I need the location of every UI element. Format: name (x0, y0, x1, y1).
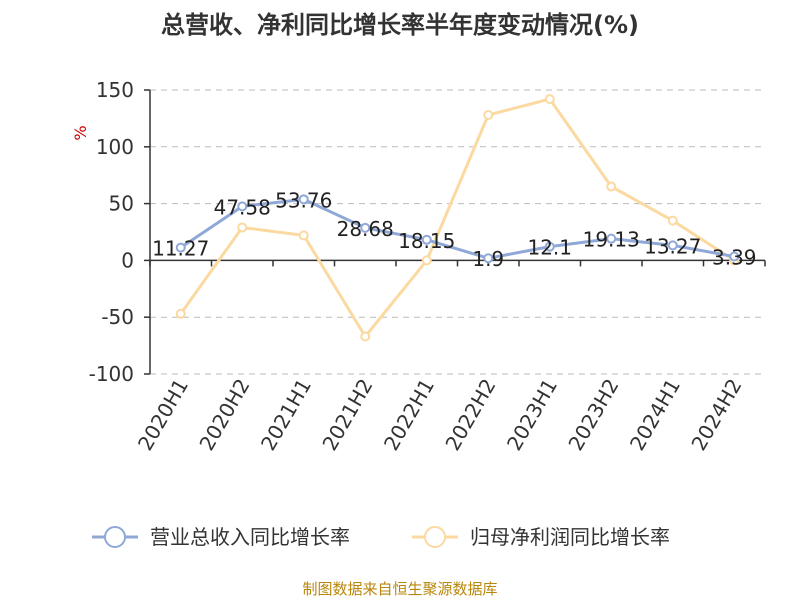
x-tick-label: 2020H1 (133, 375, 193, 455)
data-point[interactable] (483, 253, 494, 264)
data-label: 47.58 (214, 195, 271, 219)
data-label: 1.9 (472, 247, 504, 271)
data-point[interactable] (175, 242, 186, 253)
chart-title: 总营收、净利同比增长率半年度变动情况(%) (161, 11, 639, 39)
data-label: 3.39 (712, 246, 757, 270)
data-label: 28.68 (337, 217, 394, 241)
series-lines (175, 94, 740, 342)
y-tick-label: 150 (96, 78, 134, 102)
source-note: 制图数据来自恒生聚源数据库 (302, 580, 497, 598)
legend-label: 营业总收入同比增长率 (150, 525, 350, 549)
x-tick-label: 2020H2 (194, 375, 254, 455)
x-tick-label: 2024H2 (686, 375, 746, 455)
x-tick-label: 2024H1 (625, 375, 685, 455)
data-point[interactable] (298, 194, 309, 205)
data-label: 12.1 (527, 236, 572, 260)
legend[interactable]: 营业总收入同比增长率 归母净利润同比增长率 (92, 525, 670, 549)
data-point[interactable] (483, 109, 494, 120)
y-axis-label: % (71, 125, 90, 140)
data-label: 18.15 (398, 229, 455, 253)
x-tick-label: 2023H1 (502, 375, 562, 455)
grid (150, 89, 765, 375)
data-point[interactable] (421, 234, 432, 245)
data-label: 13.27 (644, 234, 701, 258)
data-label: 11.27 (152, 237, 209, 261)
y-tick-label: -50 (101, 305, 134, 329)
data-point[interactable] (421, 255, 432, 266)
legend-item-0[interactable]: 营业总收入同比增长率 (92, 525, 350, 549)
data-point[interactable] (175, 308, 186, 319)
legend-marker (424, 526, 446, 548)
legend-item-1[interactable]: 归母净利润同比增长率 (412, 525, 670, 549)
data-point[interactable] (667, 215, 678, 226)
series-line-1 (179, 97, 736, 339)
y-tick-label: 50 (109, 192, 134, 216)
data-point[interactable] (544, 94, 555, 105)
x-tick-label: 2022H2 (440, 375, 500, 455)
data-point[interactable] (360, 222, 371, 233)
y-tick-label: 100 (96, 135, 134, 159)
data-label: 19.13 (583, 228, 640, 252)
data-point[interactable] (360, 331, 371, 342)
data-point[interactable] (544, 241, 555, 252)
legend-label: 归母净利润同比增长率 (470, 525, 670, 549)
data-point[interactable] (729, 251, 740, 262)
data-point[interactable] (667, 240, 678, 251)
data-point[interactable] (237, 201, 248, 212)
data-point[interactable] (237, 222, 248, 233)
data-point[interactable] (298, 230, 309, 241)
series-line-0 (179, 197, 735, 260)
data-point[interactable] (606, 233, 617, 244)
x-tick-label: 2023H2 (563, 375, 623, 455)
y-tick-label: -100 (89, 362, 134, 386)
y-tick-label: 0 (121, 248, 134, 272)
legend-marker (104, 526, 126, 548)
data-label: 53.76 (275, 188, 332, 212)
x-tick-label: 2021H2 (317, 375, 377, 455)
x-tick-label: 2021H1 (256, 375, 316, 455)
data-point[interactable] (606, 181, 617, 192)
x-tick-label: 2022H1 (379, 375, 439, 455)
